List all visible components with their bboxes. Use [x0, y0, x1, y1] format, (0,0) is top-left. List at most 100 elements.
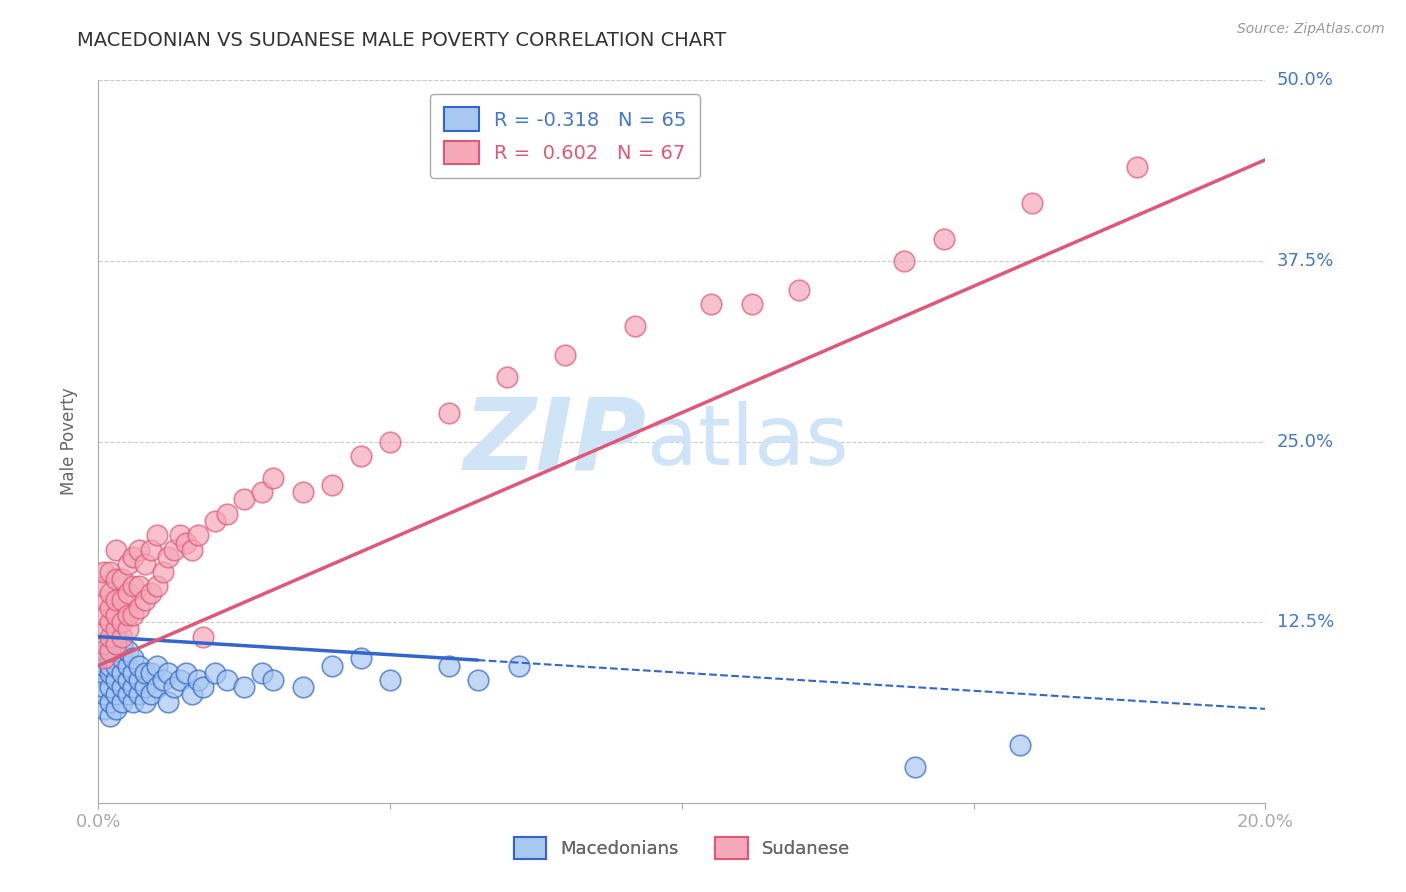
- Point: [122, 695, 145, 709]
- Point: [93, 702, 115, 716]
- Point: [117, 687, 139, 701]
- Point: [122, 651, 145, 665]
- Point: [134, 593, 156, 607]
- Point: [250, 485, 273, 500]
- Point: [146, 658, 169, 673]
- Point: [104, 644, 127, 658]
- Point: [180, 687, 202, 701]
- Point: [193, 680, 215, 694]
- Point: [122, 607, 145, 622]
- Point: [122, 680, 145, 694]
- Point: [117, 607, 139, 622]
- Legend: Macedonians, Sudanese: Macedonians, Sudanese: [506, 830, 858, 866]
- Text: 50.0%: 50.0%: [1277, 71, 1333, 89]
- Point: [122, 665, 145, 680]
- Point: [163, 542, 186, 557]
- Point: [93, 607, 115, 622]
- Point: [128, 600, 150, 615]
- Point: [117, 658, 139, 673]
- Point: [104, 673, 127, 687]
- Point: [104, 702, 127, 716]
- Point: [174, 665, 197, 680]
- Point: [437, 658, 460, 673]
- Point: [93, 658, 115, 673]
- Point: [291, 485, 314, 500]
- Point: [117, 558, 139, 572]
- Point: [163, 680, 186, 694]
- Point: [250, 665, 273, 680]
- Point: [139, 586, 162, 600]
- Point: [893, 253, 915, 268]
- Point: [93, 651, 115, 665]
- Point: [215, 673, 238, 687]
- Point: [187, 528, 209, 542]
- Point: [508, 658, 530, 673]
- Point: [128, 579, 150, 593]
- Point: [111, 651, 134, 665]
- Point: [146, 680, 169, 694]
- Point: [146, 528, 169, 542]
- Point: [741, 297, 763, 311]
- Point: [193, 630, 215, 644]
- Point: [98, 680, 121, 694]
- Point: [157, 550, 180, 565]
- Point: [98, 615, 121, 630]
- Point: [98, 695, 121, 709]
- Point: [380, 673, 402, 687]
- Point: [93, 565, 115, 579]
- Point: [98, 586, 121, 600]
- Point: [321, 658, 343, 673]
- Point: [111, 680, 134, 694]
- Point: [134, 558, 156, 572]
- Point: [128, 687, 150, 701]
- Point: [467, 673, 489, 687]
- Text: 37.5%: 37.5%: [1277, 252, 1334, 270]
- Text: atlas: atlas: [647, 401, 849, 482]
- Point: [104, 593, 127, 607]
- Point: [139, 542, 162, 557]
- Point: [98, 637, 121, 651]
- Point: [111, 615, 134, 630]
- Point: [111, 665, 134, 680]
- Text: 25.0%: 25.0%: [1277, 433, 1334, 450]
- Point: [104, 542, 127, 557]
- Point: [180, 542, 202, 557]
- Point: [128, 658, 150, 673]
- Point: [787, 283, 810, 297]
- Point: [134, 680, 156, 694]
- Point: [111, 572, 134, 586]
- Point: [117, 623, 139, 637]
- Point: [934, 232, 956, 246]
- Point: [233, 492, 256, 507]
- Point: [1126, 160, 1149, 174]
- Point: [174, 535, 197, 549]
- Point: [104, 607, 127, 622]
- Point: [98, 658, 121, 673]
- Point: [157, 695, 180, 709]
- Point: [122, 550, 145, 565]
- Point: [98, 709, 121, 723]
- Text: MACEDONIAN VS SUDANESE MALE POVERTY CORRELATION CHART: MACEDONIAN VS SUDANESE MALE POVERTY CORR…: [77, 31, 727, 50]
- Point: [93, 687, 115, 701]
- Point: [128, 542, 150, 557]
- Point: [134, 665, 156, 680]
- Point: [350, 449, 373, 463]
- Point: [93, 623, 115, 637]
- Point: [98, 651, 121, 665]
- Point: [111, 637, 134, 651]
- Point: [98, 665, 121, 680]
- Point: [93, 637, 115, 651]
- Point: [204, 514, 226, 528]
- Point: [204, 665, 226, 680]
- Point: [380, 434, 402, 449]
- Point: [215, 507, 238, 521]
- Point: [152, 673, 174, 687]
- Point: [904, 760, 927, 774]
- Point: [437, 406, 460, 420]
- Point: [700, 297, 723, 311]
- Point: [233, 680, 256, 694]
- Point: [117, 586, 139, 600]
- Point: [93, 680, 115, 694]
- Point: [262, 673, 284, 687]
- Point: [496, 369, 519, 384]
